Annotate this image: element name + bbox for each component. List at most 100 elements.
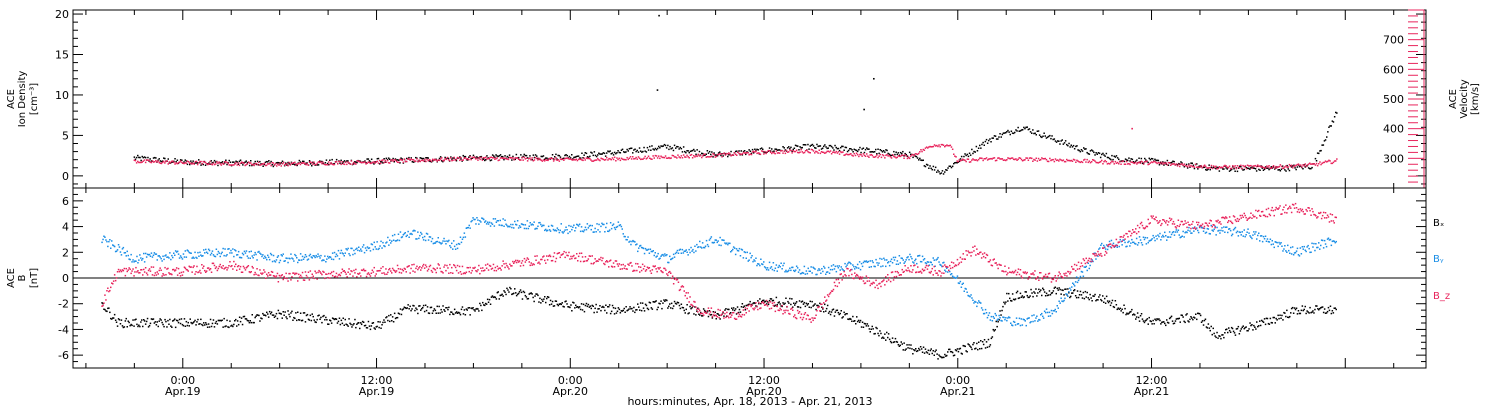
velocity-point bbox=[1243, 165, 1245, 168]
b-bx-point bbox=[869, 331, 871, 333]
b-by-point bbox=[1283, 248, 1285, 250]
b-bx-point bbox=[166, 326, 168, 328]
b-by-point bbox=[834, 265, 837, 268]
velocity-point bbox=[1277, 166, 1279, 168]
density-point bbox=[1287, 168, 1289, 170]
b-bx-point bbox=[242, 315, 245, 318]
b-by-point bbox=[1024, 320, 1026, 322]
b-bx-point bbox=[529, 292, 531, 295]
b-by-point bbox=[794, 269, 797, 271]
b-by-point bbox=[688, 248, 690, 251]
b-bx-point bbox=[614, 307, 617, 310]
b-by-point bbox=[377, 248, 379, 251]
velocity-point bbox=[862, 153, 865, 155]
b-by-point bbox=[1175, 229, 1178, 231]
b-by-point bbox=[1143, 238, 1146, 241]
b-by-point bbox=[1147, 241, 1149, 244]
velocity-point bbox=[488, 157, 490, 159]
b-bx-point bbox=[376, 325, 378, 328]
b-bx-point bbox=[574, 307, 576, 309]
velocity-point bbox=[968, 161, 971, 163]
b-bx-point bbox=[587, 303, 590, 306]
velocity-point bbox=[704, 153, 706, 155]
b-bx-point bbox=[943, 356, 945, 359]
velocity-point bbox=[1290, 164, 1293, 167]
velocity-point bbox=[802, 152, 805, 154]
b-bx-point bbox=[816, 304, 818, 307]
b-bx-point bbox=[174, 318, 176, 320]
b-bx-point bbox=[520, 291, 523, 294]
velocity-point bbox=[741, 153, 744, 155]
b-bx-point bbox=[908, 344, 910, 346]
velocity-point bbox=[439, 158, 442, 160]
density-point bbox=[185, 160, 188, 162]
b-bx-point bbox=[697, 307, 699, 309]
b-bz-point bbox=[118, 270, 121, 273]
b-bx-point bbox=[1279, 314, 1281, 316]
b-by-point bbox=[1212, 230, 1214, 232]
b-bz-point bbox=[132, 268, 134, 270]
b-bx-point bbox=[825, 307, 828, 310]
b-by-point bbox=[632, 239, 634, 242]
b-by-point bbox=[333, 251, 336, 254]
b-bx-point bbox=[1084, 290, 1087, 293]
b-by-point bbox=[679, 248, 682, 251]
b-bx-point bbox=[663, 299, 665, 301]
density-point bbox=[398, 159, 400, 161]
density-point bbox=[491, 154, 494, 156]
velocity-point bbox=[694, 156, 696, 158]
b-bx-point bbox=[215, 320, 218, 323]
velocity-point bbox=[871, 154, 874, 157]
velocity-point bbox=[1156, 162, 1158, 165]
velocity-point bbox=[652, 155, 654, 157]
density-point bbox=[377, 157, 380, 160]
density-point bbox=[295, 163, 297, 165]
density-point bbox=[380, 160, 382, 163]
velocity-point bbox=[653, 157, 655, 159]
velocity-point bbox=[930, 146, 932, 148]
b-bx-point bbox=[327, 323, 329, 325]
velocity-point bbox=[687, 156, 689, 158]
b-by-point bbox=[862, 261, 865, 264]
b-by-point bbox=[1268, 241, 1271, 243]
b-by-point bbox=[154, 253, 157, 255]
velocity-point bbox=[882, 154, 885, 157]
b-bx-point bbox=[901, 343, 903, 345]
b-bx-point bbox=[714, 311, 716, 313]
b-bx-point bbox=[274, 315, 277, 317]
b-by-point bbox=[596, 223, 598, 225]
density-point bbox=[244, 161, 246, 163]
b-bx-point bbox=[1035, 288, 1037, 290]
b-bx-point bbox=[667, 307, 669, 309]
velocity-point bbox=[722, 153, 724, 155]
b-by-point bbox=[1313, 242, 1315, 245]
density-point bbox=[1162, 161, 1164, 163]
b-by-point bbox=[242, 253, 245, 256]
b-by-point bbox=[1030, 321, 1032, 323]
velocity-point bbox=[829, 150, 832, 152]
b-by-point bbox=[1156, 238, 1158, 240]
velocity-point bbox=[290, 162, 293, 164]
b-by-point bbox=[551, 225, 554, 227]
b-by-point bbox=[1152, 234, 1154, 237]
b-bx-point bbox=[1033, 291, 1035, 293]
density-point bbox=[523, 153, 525, 156]
density-point bbox=[514, 158, 516, 161]
b-bx-point bbox=[225, 325, 227, 327]
b-bx-point bbox=[690, 307, 692, 310]
b-bx-point bbox=[826, 304, 829, 307]
velocity-point bbox=[411, 159, 414, 161]
b-bx-point bbox=[317, 315, 319, 317]
density-point bbox=[944, 171, 946, 173]
density-point bbox=[740, 150, 742, 152]
b-bx-point bbox=[1328, 309, 1331, 312]
velocity-point bbox=[560, 158, 563, 160]
velocity-point bbox=[837, 151, 840, 153]
density-point bbox=[1179, 163, 1181, 165]
density-point bbox=[974, 151, 976, 153]
velocity-point bbox=[941, 143, 944, 146]
velocity-point bbox=[1262, 166, 1265, 169]
b-bx-point bbox=[332, 318, 335, 320]
velocity-point bbox=[407, 158, 409, 160]
b-bx-point bbox=[1174, 320, 1177, 322]
